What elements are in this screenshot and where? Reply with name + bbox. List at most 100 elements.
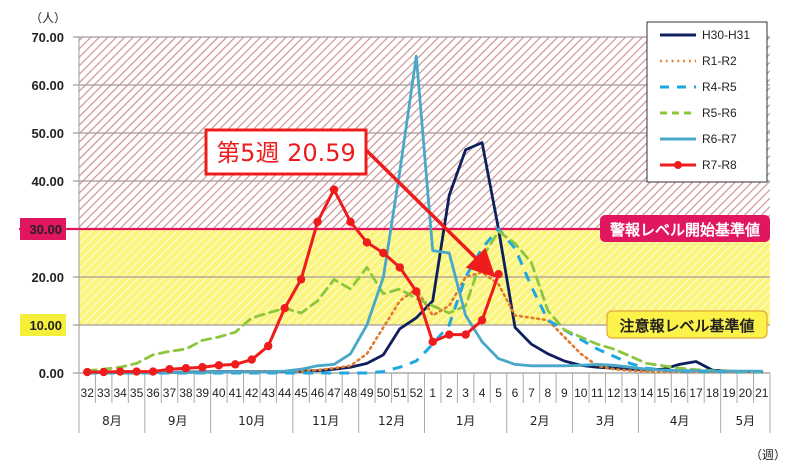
data-point: [428, 337, 437, 346]
month-label: 5月: [736, 414, 756, 428]
x-tick-label: 9: [561, 386, 568, 400]
data-point: [313, 217, 322, 226]
month-label: 12月: [378, 414, 405, 428]
data-point: [181, 364, 191, 373]
x-tick-label: 48: [344, 386, 358, 400]
x-tick-label: 47: [327, 386, 341, 400]
x-tick-label: 19: [722, 386, 736, 400]
data-point: [395, 263, 405, 272]
x-tick-label: 11: [591, 386, 604, 400]
x-tick-label: 2: [446, 386, 453, 400]
month-label: 9月: [168, 414, 188, 428]
data-point: [280, 304, 289, 313]
y-tick-label: 20.00: [31, 270, 64, 285]
data-point: [165, 364, 174, 374]
data-point: [231, 360, 240, 369]
warning-label-box: [606, 310, 768, 339]
y-tick-label: 70.00: [31, 30, 64, 45]
x-tick-label: 1: [429, 386, 436, 400]
month-label: 2月: [530, 414, 550, 428]
data-point: [362, 238, 372, 247]
legend-label: R1-R2: [702, 54, 737, 68]
x-tick-label: 39: [196, 386, 210, 400]
y-tick-label: 50.00: [31, 126, 64, 141]
data-point: [477, 316, 487, 325]
x-tick-label: 33: [97, 386, 111, 400]
data-point: [296, 275, 306, 284]
x-tick-label: 32: [81, 386, 95, 400]
y-axis-unit-label: （人）: [30, 11, 66, 25]
legend-label: R6-R7: [702, 132, 737, 146]
data-point: [83, 367, 92, 377]
data-point: [412, 287, 421, 296]
data-point: [115, 367, 125, 376]
data-point: [264, 341, 273, 351]
x-tick-label: 40: [212, 386, 226, 400]
data-point: [346, 217, 355, 226]
series-r5-r6: [85, 229, 764, 374]
legend: H30-H31 R1-R2 R4-R5 R5-R6 R6-R7 R7-R8: [646, 21, 768, 183]
data-point: [461, 330, 470, 339]
month-label: 3月: [596, 414, 616, 428]
x-tick-label: 5: [495, 386, 502, 400]
legend-label: R4-R5: [702, 80, 737, 94]
x-axis-unit-label: （週）: [750, 448, 786, 462]
legend-label: R5-R6: [702, 106, 737, 120]
alarm-label-box: [600, 215, 770, 242]
warning-label: 注意報レベル基準値: [619, 317, 754, 335]
x-tick-label: 13: [623, 386, 637, 400]
data-point: [329, 185, 339, 194]
month-label: 10月: [238, 414, 265, 428]
x-tick-label: 37: [163, 386, 177, 400]
x-tick-label: 43: [262, 386, 276, 400]
x-tick-label: 20: [739, 386, 753, 400]
data-point: [99, 367, 108, 377]
x-tick-label: 16: [673, 386, 687, 400]
data-point: [379, 248, 388, 258]
warning-axis-badge: [20, 314, 66, 336]
y-tick-label: 60.00: [31, 78, 64, 93]
x-tick-label: 46: [311, 386, 325, 400]
y-tick-label: 40.00: [31, 174, 64, 189]
x-tick-label: 10: [574, 386, 588, 400]
x-tick-label: 41: [229, 386, 243, 400]
warning-axis-value: 10.00: [29, 318, 62, 333]
x-axis: 32 33 34 35 36 37 38 39 40 41 42 43 44 45 46 47 48 49 50 51…: [78, 372, 771, 433]
annotation-callout: 第5週 20.59: [204, 128, 496, 278]
x-tick-label: 50: [377, 386, 391, 400]
data-point: [198, 363, 207, 372]
y-tick-label: 0.00: [39, 366, 64, 381]
legend-label: R7-R8: [702, 158, 737, 172]
legend-label: H30-H31: [702, 28, 750, 42]
x-tick-label: 42: [245, 386, 259, 400]
annotation-arrow: [364, 148, 496, 278]
x-tick-label: 17: [689, 386, 703, 400]
month-label: 1月: [456, 414, 476, 428]
x-tick-label: 44: [278, 386, 292, 400]
alarm-axis-badge: [20, 218, 66, 240]
data-point: [494, 269, 503, 279]
data-point: [214, 361, 224, 370]
data-point: [148, 367, 158, 376]
data-point: [444, 330, 454, 339]
x-tick-label: 36: [146, 386, 160, 400]
x-tick-label: 21: [755, 386, 769, 400]
legend-box: [646, 21, 768, 183]
x-tick-label: 35: [130, 386, 144, 400]
x-tick-label: 6: [512, 386, 519, 400]
series-lines: [83, 54, 764, 377]
x-tick-label: 51: [393, 386, 407, 400]
data-point: [247, 355, 256, 364]
annotation-text: 第5週 20.59: [216, 139, 356, 167]
x-tick-label: 52: [410, 386, 424, 400]
x-tick-label: 34: [113, 386, 127, 400]
x-tick-label: 4: [479, 386, 486, 400]
alarm-axis-value: 30.00: [29, 222, 62, 237]
x-tick-label: 7: [528, 386, 535, 400]
x-tick-label: 3: [462, 386, 469, 400]
month-label: 8月: [102, 414, 122, 428]
month-label: 11月: [312, 414, 339, 428]
x-tick-label: 14: [640, 386, 654, 400]
